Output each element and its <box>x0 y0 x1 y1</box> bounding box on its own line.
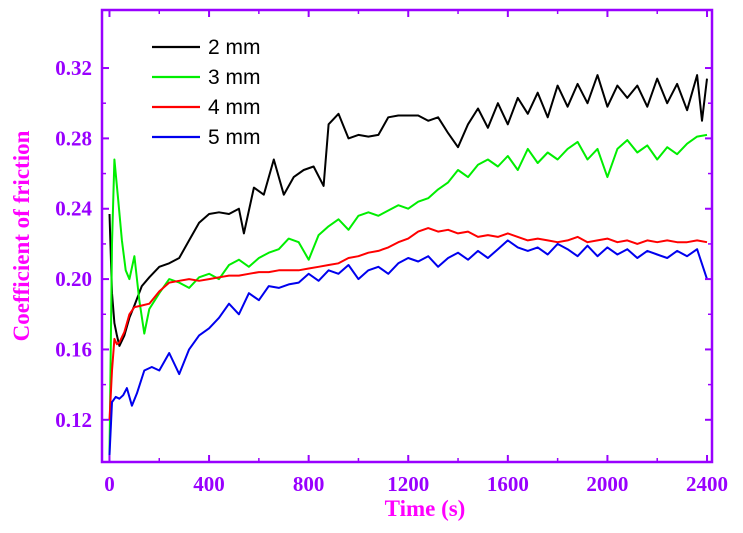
x-tick-label: 2400 <box>686 472 728 496</box>
x-tick-label: 400 <box>193 472 225 496</box>
legend-label: 3 mm <box>208 66 261 89</box>
series-line-5-mm <box>108 239 708 456</box>
y-tick-label: 0.16 <box>55 337 92 361</box>
series-line-3-mm <box>108 133 708 456</box>
x-axis-title: Time (s) <box>385 496 466 521</box>
y-tick-label: 0.24 <box>55 197 92 221</box>
x-tick-label: 1200 <box>387 472 429 496</box>
series-line-4-mm <box>108 227 708 420</box>
legend-label: 4 mm <box>208 96 261 119</box>
plot-frame <box>100 8 714 464</box>
y-axis-title: Coefficient of friction <box>9 130 34 341</box>
series-line-2-mm <box>108 74 708 347</box>
x-tick-label: 2000 <box>586 472 628 496</box>
axis-ticks <box>102 10 712 462</box>
x-tick-label: 0 <box>104 472 115 496</box>
y-tick-label: 0.32 <box>55 56 92 80</box>
x-tick-label: 800 <box>293 472 325 496</box>
y-tick-label: 0.12 <box>55 408 92 432</box>
series-lines <box>108 74 708 456</box>
legend: 2 mm 3 mm 4 mm 5 mm <box>152 36 261 149</box>
x-tick-label: 1600 <box>487 472 529 496</box>
legend-label: 2 mm <box>208 36 261 59</box>
y-tick-label: 0.28 <box>55 126 92 150</box>
legend-label: 5 mm <box>208 126 261 149</box>
axis-tick-labels: 0 400 800 1200 1600 2000 2400 0.12 0.16 0.20 0.24 0… <box>55 56 728 496</box>
y-tick-label: 0.20 <box>55 267 92 291</box>
